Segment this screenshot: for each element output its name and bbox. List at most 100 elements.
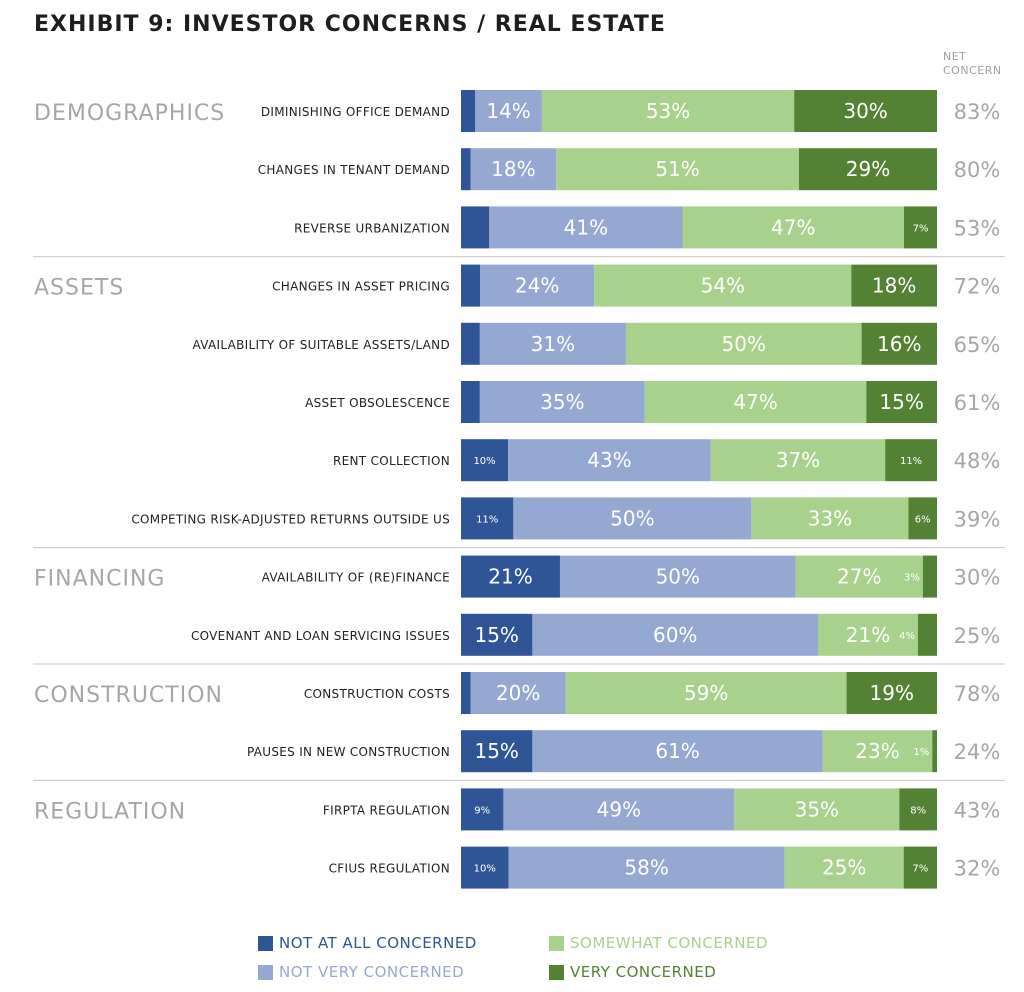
- net-concern-value: 61%: [954, 391, 1001, 415]
- bar-segment-not-at-all: [461, 497, 514, 540]
- net-header-line-1: NET: [943, 50, 967, 63]
- bar-segment-somewhat: [594, 264, 852, 307]
- bar-segment-very: [846, 672, 937, 714]
- row-label: ASSET OBSOLESCENCE: [305, 396, 450, 410]
- row-label: CFIUS REGULATION: [329, 862, 450, 876]
- row-label: COVENANT AND LOAN SERVICING ISSUES: [191, 629, 450, 643]
- bar-value-label: 50%: [610, 506, 654, 530]
- bar-value-label: 15%: [879, 390, 923, 414]
- row-label: AVAILABILITY OF (RE)FINANCE: [262, 571, 450, 585]
- bar-value-label: 25%: [822, 856, 866, 880]
- bar-segment-not-very: [508, 846, 785, 889]
- bar-segment-not-very: [480, 264, 595, 307]
- group-label: CONSTRUCTION: [34, 683, 223, 708]
- bar-segment-somewhat: [541, 90, 795, 132]
- net-concern-value: 39%: [954, 507, 1001, 531]
- bar-segment-somewhat: [822, 730, 933, 773]
- bar-segment-somewhat: [710, 439, 886, 482]
- bar-segment-very: [794, 90, 937, 132]
- bar-segment-not-very: [475, 90, 542, 132]
- bar-segment-somewhat: [818, 613, 918, 656]
- bar-value-label: 61%: [655, 739, 699, 763]
- bar-value-label: 10%: [474, 864, 496, 875]
- bar-value-label: 50%: [722, 332, 766, 356]
- net-concern-value: 24%: [954, 740, 1001, 764]
- row-label: REVERSE URBANIZATION: [294, 221, 450, 235]
- bar-value-label: 6%: [915, 514, 931, 525]
- bar-value-label: 15%: [474, 623, 518, 647]
- bar-value-label: 29%: [846, 157, 890, 181]
- bar-segment-not-very: [559, 555, 796, 598]
- bar-segment-very: [904, 206, 937, 249]
- bar-value-label: 60%: [653, 623, 697, 647]
- bar-segment-very: [908, 497, 937, 540]
- group-label: ASSETS: [34, 276, 124, 301]
- bar-segment-not-at-all: [461, 730, 533, 773]
- bar-segment-very: [932, 730, 937, 773]
- row-label: AVAILABILITY OF SUITABLE ASSETS/LAND: [193, 338, 451, 352]
- bar-value-label: 27%: [837, 565, 881, 589]
- net-concern-value: 48%: [954, 449, 1001, 473]
- bar-segment-not-very: [532, 730, 823, 773]
- bar-value-label: 41%: [564, 215, 608, 239]
- bar-segment-very: [922, 555, 937, 598]
- bar-segment-somewhat: [644, 381, 867, 423]
- bar-value-label: 20%: [496, 681, 540, 705]
- bar-value-label: 51%: [655, 157, 699, 181]
- group-label: REGULATION: [34, 799, 186, 824]
- bar-value-label: 47%: [771, 215, 815, 239]
- bar-segment-not-very: [470, 672, 566, 714]
- net-concern-value: 32%: [954, 857, 1001, 881]
- bar-segment-not-at-all: [461, 264, 481, 307]
- bar-value-label: 43%: [587, 448, 631, 472]
- net-header-line-2: CONCERN: [943, 64, 1002, 77]
- bar-segment-not-very: [470, 148, 557, 191]
- bar-value-label: 53%: [646, 99, 690, 123]
- bar-segment-somewhat: [625, 322, 862, 365]
- net-concern-value: 30%: [954, 566, 1001, 590]
- bar-segment-somewhat: [734, 788, 900, 831]
- net-concern-value: 72%: [954, 275, 1001, 299]
- bar-value-label: 7%: [912, 864, 928, 875]
- bar-value-label: 15%: [474, 739, 518, 763]
- bar-value-label: 1%: [913, 747, 929, 758]
- net-concern-value: 78%: [954, 682, 1001, 706]
- bar-value-label: 24%: [515, 274, 559, 298]
- bar-segment-not-very: [479, 322, 626, 365]
- bar-value-label: 33%: [808, 506, 852, 530]
- bar-value-label: 8%: [910, 805, 926, 816]
- bar-segment-somewhat: [751, 497, 909, 540]
- bar-segment-somewhat: [682, 206, 905, 249]
- bar-value-label: 21%: [846, 623, 890, 647]
- net-concern-value: 43%: [954, 798, 1001, 822]
- net-concern-header: NET CONCERN: [943, 50, 1002, 78]
- bar-value-label: 47%: [733, 390, 777, 414]
- chart-title: EXHIBIT 9: INVESTOR CONCERNS / REAL ESTA…: [34, 12, 666, 37]
- bar-segment-not-very: [489, 206, 683, 249]
- bar-segment-not-at-all: [461, 148, 471, 191]
- net-concern-value: 65%: [954, 333, 1001, 357]
- bar-value-label: 54%: [701, 274, 745, 298]
- bar-segment-very: [899, 788, 937, 831]
- bar-value-label: 59%: [684, 681, 728, 705]
- bar-segment-not-very: [479, 381, 645, 423]
- bar-value-label: 4%: [899, 631, 915, 642]
- bar-segment-not-at-all: [461, 672, 471, 714]
- bar-value-label: 7%: [913, 223, 929, 234]
- bar-segment-very: [903, 846, 937, 889]
- bar-segment-not-at-all: [461, 555, 560, 598]
- row-label: RENT COLLECTION: [333, 454, 450, 468]
- bar-value-label: 16%: [877, 332, 921, 356]
- group-label: FINANCING: [34, 567, 165, 592]
- bar-segment-somewhat: [556, 148, 799, 191]
- bar-segment-not-at-all: [461, 439, 509, 482]
- row-label: COMPETING RISK-ADJUSTED RETURNS OUTSIDE …: [131, 512, 450, 526]
- bar-segment-very: [917, 613, 937, 656]
- bar-segment-not-at-all: [461, 788, 504, 831]
- bar-segment-not-at-all: [461, 90, 476, 132]
- bar-value-label: 10%: [473, 456, 495, 467]
- bar-value-label: 19%: [870, 681, 914, 705]
- bar-segment-not-very: [508, 439, 711, 482]
- net-concern-value: 53%: [954, 216, 1001, 240]
- bar-segment-somewhat: [795, 555, 923, 598]
